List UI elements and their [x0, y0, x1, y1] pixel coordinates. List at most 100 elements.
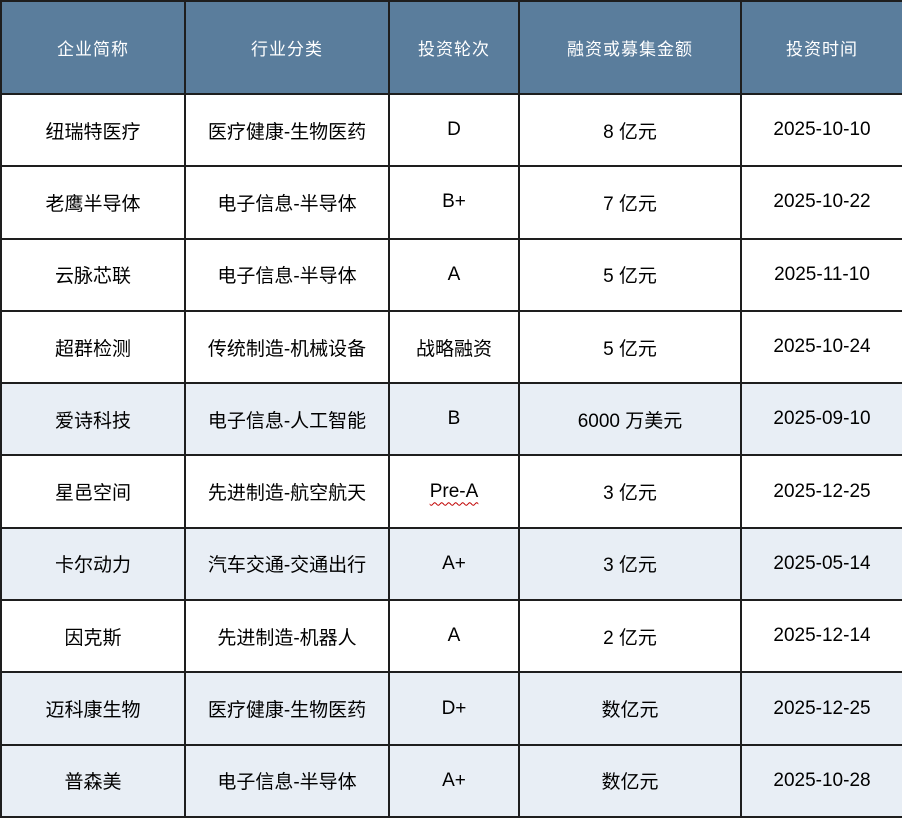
amount-text: 8 亿元: [603, 121, 657, 143]
cell-round: D+: [388, 671, 520, 746]
cell-round: Pre-A: [388, 454, 520, 529]
column-header-round: 投资轮次: [388, 0, 520, 95]
company-text: 迈科康生物: [45, 700, 141, 722]
cell-date: 2025-10-24: [740, 309, 902, 385]
cell-amount: 3 亿元: [518, 526, 742, 602]
industry-text: 汽车交通-交通出行: [207, 555, 367, 577]
cell-industry: 先进制造-航空航天: [184, 454, 390, 529]
table-row: 纽瑞特医疗 医疗健康-生物医药 D 8 亿元 2025-10-10: [0, 92, 902, 168]
cell-industry: 传统制造-机械设备: [184, 309, 390, 385]
cell-industry: 电子信息-半导体: [184, 743, 390, 818]
table-row: 迈科康生物 医疗健康-生物医药 D+ 数亿元 2025-12-25: [0, 671, 902, 746]
cell-date: 2025-12-25: [740, 454, 902, 529]
date-text: 2025-12-14: [773, 625, 871, 647]
cell-round: D: [388, 92, 520, 168]
cell-amount: 数亿元: [518, 671, 742, 746]
cell-round: A: [388, 599, 520, 674]
industry-text: 电子信息-半导体: [217, 772, 357, 794]
table-row: 老鹰半导体 电子信息-半导体 B+ 7 亿元 2025-10-22: [0, 165, 902, 240]
cell-industry: 汽车交通-交通出行: [184, 526, 390, 602]
cell-date: 2025-05-14: [740, 526, 902, 602]
company-text: 星邑空间: [54, 483, 131, 505]
table-row: 因克斯 先进制造-机器人 A 2 亿元 2025-12-14: [0, 599, 902, 674]
cell-company: 星邑空间: [0, 454, 186, 529]
table-row: 普森美 电子信息-半导体 A+ 数亿元 2025-10-28: [0, 743, 902, 818]
table-header: 企业简称 行业分类 投资轮次 融资或募集金额 投资时间: [0, 0, 902, 95]
column-header-label: 企业简称: [57, 40, 129, 59]
cell-amount: 数亿元: [518, 743, 742, 818]
industry-text: 传统制造-机械设备: [207, 338, 367, 360]
round-text: A: [447, 625, 461, 647]
amount-text: 5 亿元: [603, 266, 657, 288]
date-text: 2025-10-24: [773, 336, 871, 358]
table-row: 卡尔动力 汽车交通-交通出行 A+ 3 亿元 2025-05-14: [0, 526, 902, 602]
cell-round: B+: [388, 165, 520, 240]
round-text: A+: [442, 769, 466, 791]
cell-industry: 医疗健康-生物医药: [184, 92, 390, 168]
cell-date: 2025-11-10: [740, 237, 902, 312]
date-text: 2025-10-28: [773, 769, 871, 791]
cell-industry: 医疗健康-生物医药: [184, 671, 390, 746]
cell-round: 战略融资: [388, 309, 520, 385]
date-text: 2025-05-14: [773, 552, 871, 574]
amount-text: 7 亿元: [603, 193, 657, 215]
round-text: D: [447, 119, 461, 141]
cell-company: 普森美: [0, 743, 186, 818]
cell-industry: 电子信息-半导体: [184, 165, 390, 240]
cell-amount: 8 亿元: [518, 92, 742, 168]
industry-text: 医疗健康-生物医药: [207, 700, 367, 722]
column-header-industry: 行业分类: [184, 0, 390, 95]
date-text: 2025-12-25: [773, 697, 871, 719]
industry-text: 先进制造-机器人: [217, 627, 357, 649]
round-text: B: [447, 408, 461, 430]
cell-amount: 5 亿元: [518, 309, 742, 385]
date-text: 2025-10-10: [773, 119, 871, 141]
cell-company: 纽瑞特医疗: [0, 92, 186, 168]
column-header-date: 投资时间: [740, 0, 902, 95]
cell-date: 2025-09-10: [740, 382, 902, 457]
cell-round: B: [388, 382, 520, 457]
date-text: 2025-12-25: [773, 480, 871, 502]
date-text: 2025-10-22: [773, 191, 871, 213]
date-text: 2025-09-10: [773, 408, 871, 430]
industry-text: 医疗健康-生物医药: [207, 121, 367, 143]
column-header-label: 投资轮次: [418, 40, 490, 59]
table-row: 超群检测 传统制造-机械设备 战略融资 5 亿元 2025-10-24: [0, 309, 902, 385]
cell-company: 超群检测: [0, 309, 186, 385]
cell-amount: 7 亿元: [518, 165, 742, 240]
cell-date: 2025-10-28: [740, 743, 902, 818]
column-header-company: 企业简称: [0, 0, 186, 95]
amount-text: 数亿元: [601, 700, 659, 722]
table-body: 纽瑞特医疗 医疗健康-生物医药 D 8 亿元 2025-10-10 老鹰半导体 …: [0, 92, 902, 818]
company-text: 云脉芯联: [54, 266, 131, 288]
round-text: A+: [442, 552, 466, 574]
date-text: 2025-11-10: [774, 263, 870, 285]
industry-text: 先进制造-航空航天: [207, 483, 367, 505]
amount-text: 3 亿元: [603, 483, 657, 505]
header-row: 企业简称 行业分类 投资轮次 融资或募集金额 投资时间: [0, 0, 902, 95]
cell-round: A+: [388, 526, 520, 602]
round-text: B+: [442, 191, 466, 213]
cell-round: A+: [388, 743, 520, 818]
company-text: 纽瑞特医疗: [45, 121, 141, 143]
round-text: Pre-A: [429, 480, 479, 502]
amount-text: 2 亿元: [603, 627, 657, 649]
table-row: 星邑空间 先进制造-航空航天 Pre-A 3 亿元 2025-12-25: [0, 454, 902, 529]
cell-amount: 6000 万美元: [518, 382, 742, 457]
round-text: 战略融资: [415, 338, 492, 360]
company-text: 卡尔动力: [54, 555, 131, 577]
company-text: 老鹰半导体: [45, 193, 141, 215]
cell-round: A: [388, 237, 520, 312]
column-header-label: 行业分类: [251, 40, 323, 59]
amount-text: 6000 万美元: [577, 410, 683, 432]
cell-date: 2025-12-14: [740, 599, 902, 674]
cell-company: 因克斯: [0, 599, 186, 674]
column-header-label: 投资时间: [786, 40, 858, 59]
cell-company: 卡尔动力: [0, 526, 186, 602]
amount-text: 3 亿元: [603, 555, 657, 577]
industry-text: 电子信息-半导体: [217, 266, 357, 288]
table-row: 云脉芯联 电子信息-半导体 A 5 亿元 2025-11-10: [0, 237, 902, 312]
cell-company: 迈科康生物: [0, 671, 186, 746]
